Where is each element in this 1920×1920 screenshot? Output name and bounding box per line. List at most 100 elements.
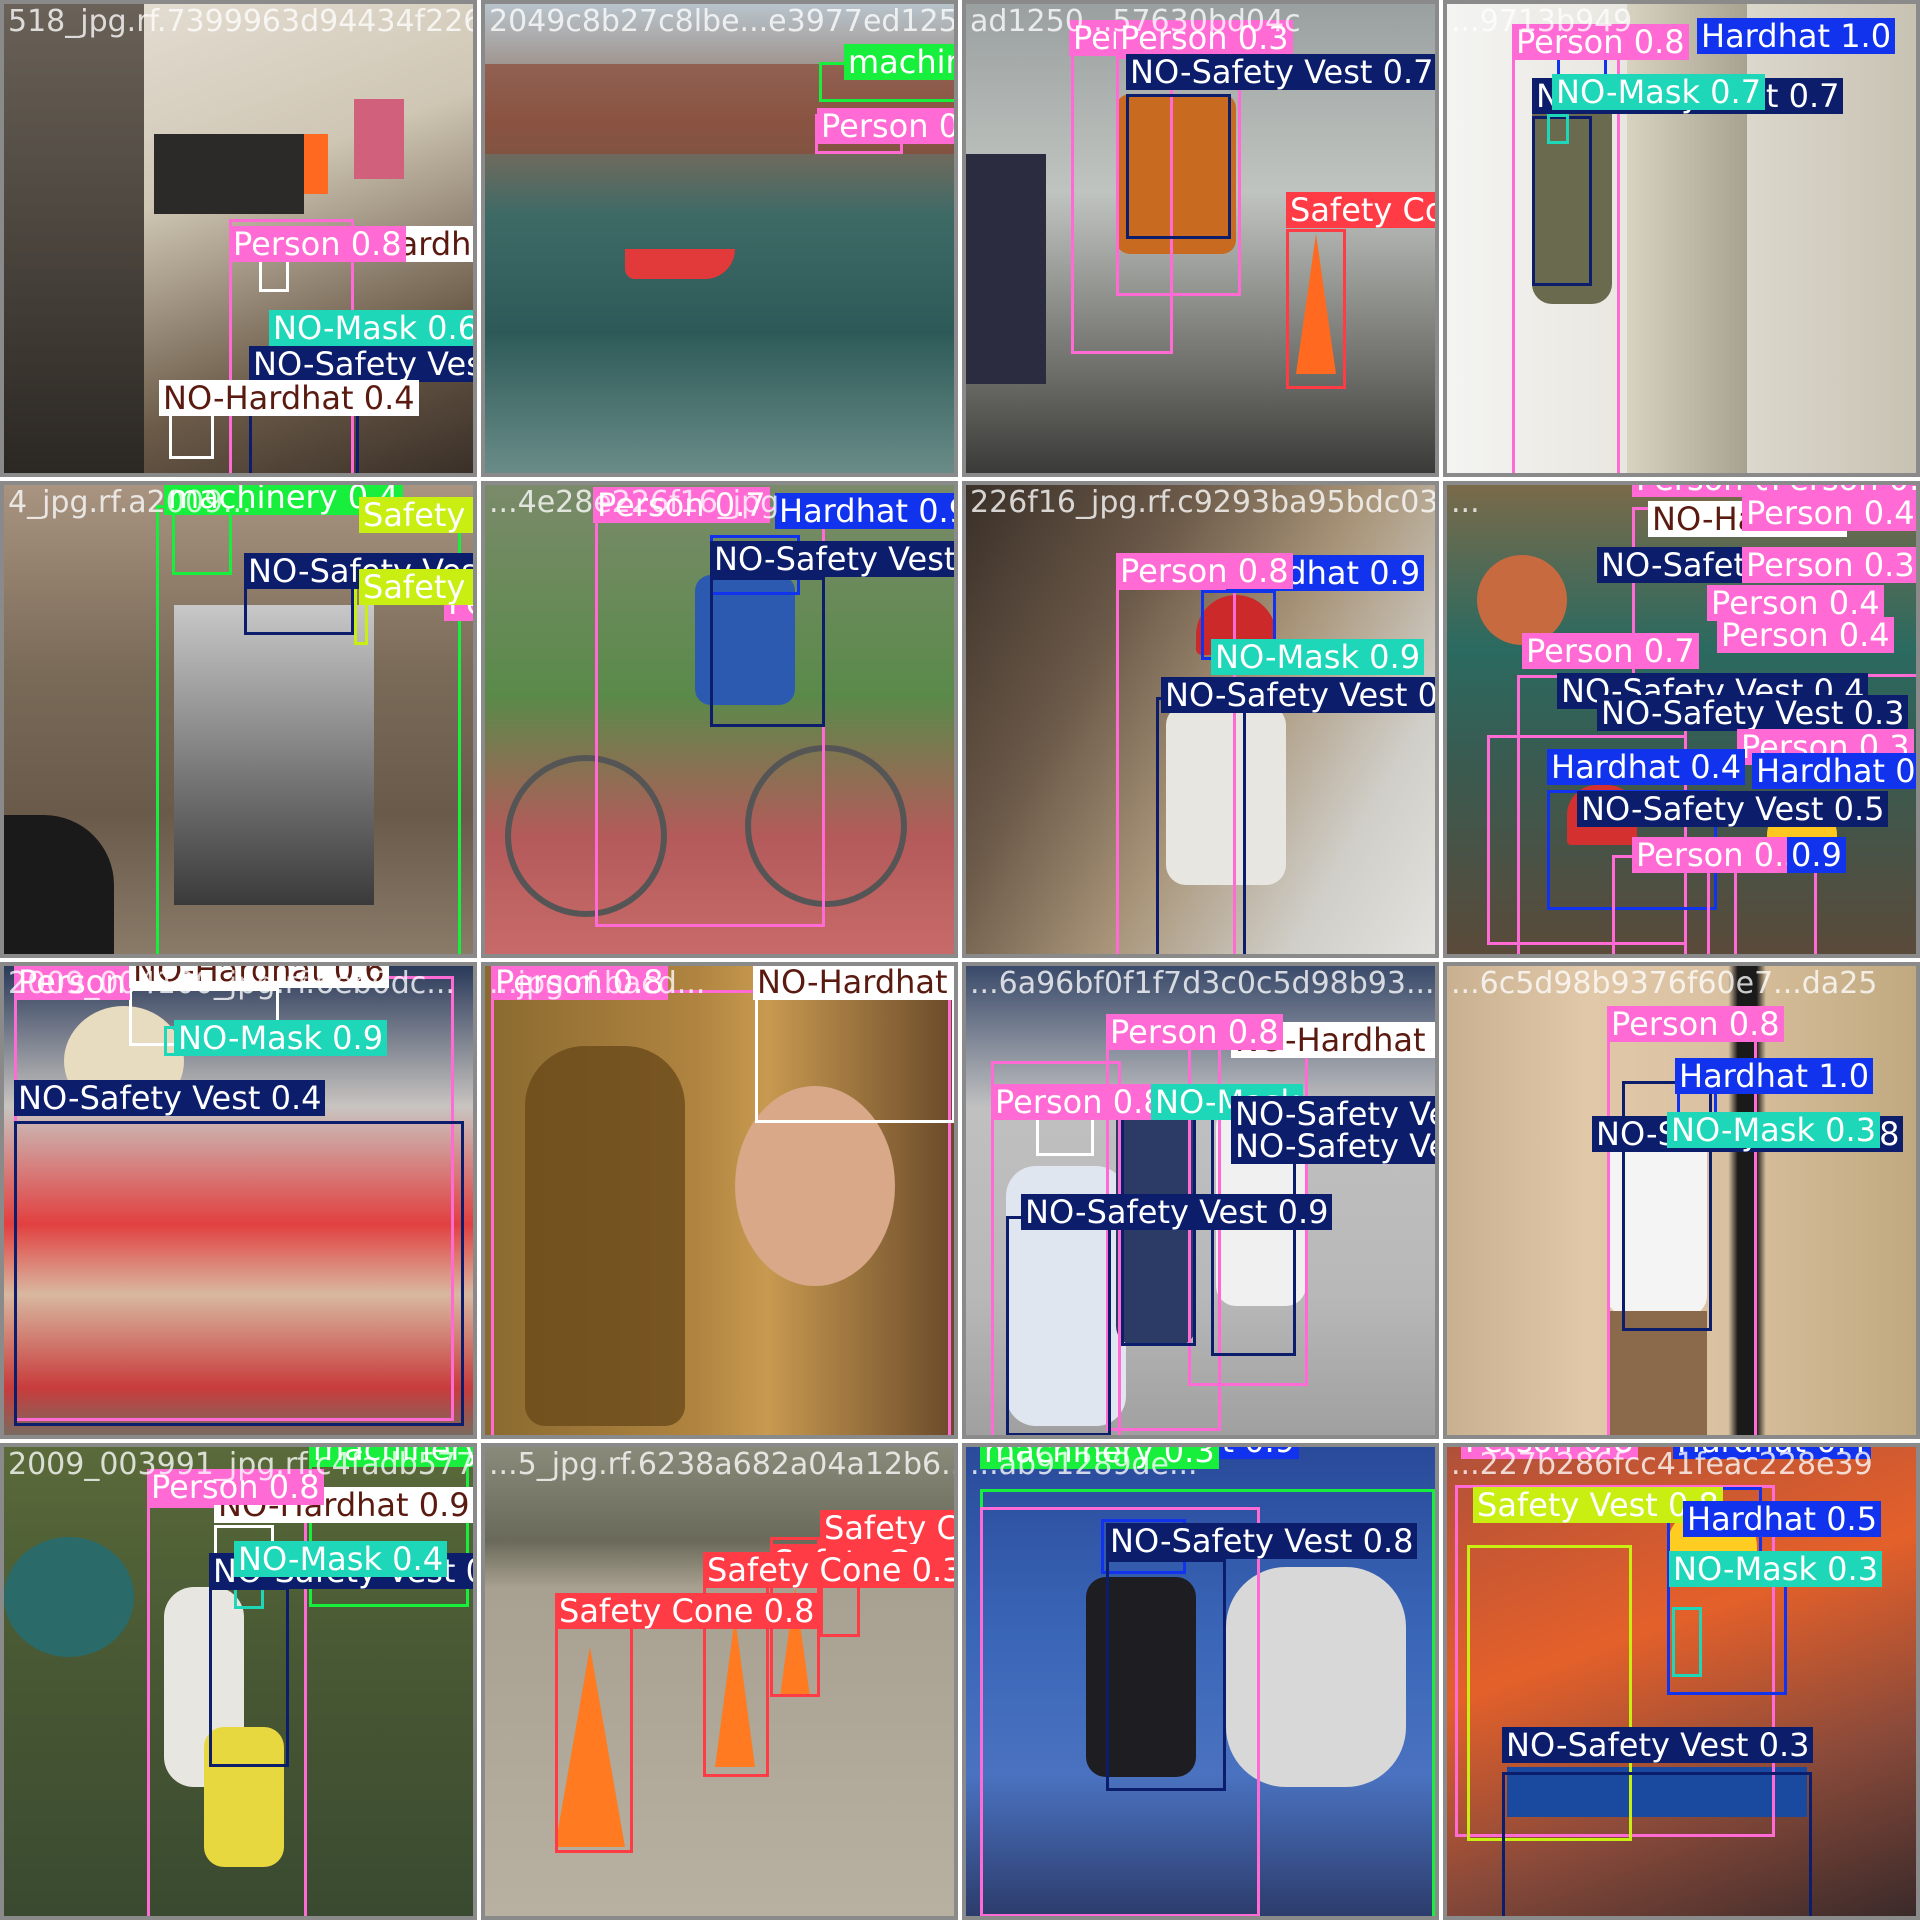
image-filename: ...ab91289de... — [970, 1447, 1198, 1482]
detection-box — [1126, 94, 1231, 239]
image-filename: 4_jpg.rf.a2009... — [8, 485, 252, 520]
detection-label: Person 0.8 — [1512, 24, 1689, 60]
detection-label: Hardhat 0.4 — [1673, 1447, 1872, 1459]
detection-label: Safety Vest 0.4 — [359, 569, 473, 605]
detection-box — [14, 1121, 464, 1426]
detection-label: Person 0.4 — [1717, 617, 1894, 653]
detection-label: NO-Safety Vest 0.6 — [710, 541, 954, 577]
detection-label: Person 0.8 — [1607, 1006, 1784, 1042]
detection-label: Person 0.8 — [1461, 1447, 1638, 1459]
image-tile: 226f16_jpg.rf.c9293ba95bdc038786ef976 Ha… — [962, 481, 1439, 958]
detection-label: NO-Mask 0.6 — [269, 310, 473, 346]
image-filename: 2009_004100_jpg.rf.6eb0dc... — [8, 966, 455, 1001]
detection-label: machinery 0.4 — [309, 1447, 473, 1467]
detection-box — [209, 1587, 289, 1767]
detection-box — [1467, 1545, 1632, 1841]
detection-label: NO-Mask 0.3 — [1667, 1112, 1881, 1148]
image-filename: ...227b286fcc41feac228e39 — [1451, 1447, 1873, 1482]
detection-label: NO-Safety Vest 0.8 — [1106, 1523, 1418, 1559]
detection-label: Safety Cone 0.3 — [703, 1552, 954, 1588]
detection-label: Person 0.8 — [1116, 553, 1293, 589]
detection-label: Hardhat 0.8 — [1752, 753, 1916, 789]
image-filename: ad1250...57630bd04c — [970, 4, 1301, 39]
detection-box — [1156, 697, 1246, 954]
detection-label: Safety Cone 0.6 — [820, 1510, 954, 1546]
detection-box — [710, 577, 825, 727]
detection-box — [1286, 229, 1346, 389]
detection-box — [1547, 114, 1569, 144]
detection-label: Person 0.7 — [1522, 633, 1699, 669]
scene-image — [485, 966, 954, 1435]
detection-label: Person 0.8 — [491, 966, 668, 1000]
detection-label: NO-Mask 0.7 — [1552, 74, 1766, 110]
detection-label: NO-Safety Vest 0.4 — [1231, 1128, 1435, 1164]
detection-label: Hardhat 1.0 — [1697, 18, 1896, 54]
image-tile: ... Person 0.3 Person 0.3 NO-Hardhat Per… — [1443, 481, 1920, 958]
detection-label: NO-Hardhat 0.8 — [753, 966, 954, 1000]
image-tile: 2049c8b27c8lbe...e3977ed1250 machinery 0… — [481, 0, 958, 477]
detection-label: NO-Safety Vest 0.6 — [1161, 677, 1435, 713]
detection-label: NO-Hardhat 0.6 — [129, 966, 389, 988]
detection-label: Person 0.8 — [229, 226, 406, 262]
detection-label: Person — [14, 966, 130, 1000]
image-filename: 226f16_jpg.rf.c9293ba95bdc038786ef976 — [970, 485, 1439, 520]
detection-label: NO-Mask 0.4 — [234, 1541, 448, 1577]
detection-label: Safety Vest 0.3 — [359, 497, 473, 533]
image-filename: 518_jpg.rf.7399963d94434f2269c80fe7c8be.… — [8, 4, 473, 39]
image-filename: ...jpg.rf.bacd... — [489, 966, 706, 1001]
image-filename: 2049c8b27c8lbe...e3977ed1250 — [489, 4, 958, 39]
image-filename: ...9713b949 — [1451, 4, 1633, 39]
image-tile: ...ab91289de... Hardhat 0.9 machinery 0.… — [962, 1443, 1439, 1920]
detection-label: machinery 0.3 — [980, 1447, 1219, 1469]
scene-image — [485, 4, 954, 473]
detection-label: Hardhat 1.0 — [1675, 1058, 1874, 1094]
detection-label: NO-Hardhat 0.4 — [159, 380, 419, 416]
detection-label: NO-Safety Vest 0.5 — [1231, 1096, 1435, 1132]
detection-label: NO-Safety Vest 0.5 — [1577, 791, 1889, 827]
image-tile: 2009_004100_jpg.rf.6eb0dc... Person NO-H… — [0, 962, 477, 1439]
detection-label: NO-Mask 0.9 — [1211, 639, 1425, 675]
image-filename: ...6a96bf0f1f7d3c0c5d98b93... — [970, 966, 1435, 1001]
image-tile: ...6c5d98b9376f60e7...da25 NO-Safety Ves… — [1443, 962, 1920, 1439]
detection-label: Hardhat 0.5 — [1683, 1501, 1882, 1537]
detection-label: 0.9 — [1787, 837, 1846, 873]
scene-image — [4, 1447, 473, 1916]
image-tile: 2009_003991_jpg.rf.c4fadb57752... machin… — [0, 1443, 477, 1920]
detection-label: Safety Cone 0.8 — [555, 1593, 819, 1629]
detection-label: Person 0.8 — [147, 1469, 324, 1505]
image-tile: ...6a96bf0f1f7d3c0c5d98b93... NO-Hardhat… — [962, 962, 1439, 1439]
image-tile: ...jpg.rf.bacd... Person 0.8 NO-Hardhat … — [481, 962, 958, 1439]
detection-label: NO-Mask 0.3 — [1669, 1551, 1883, 1587]
detection-label: Hardhat 0.9 — [775, 493, 954, 529]
detection-box — [1672, 1607, 1702, 1677]
detection-label: Safety Cone 0.6 — [1286, 192, 1435, 228]
detection-label: NO-Safety Vest 0.7 — [1126, 54, 1435, 90]
detection-label: Person 0.4 — [1742, 495, 1916, 531]
image-tile: 4_jpg.rf.a2009... machinery 0.4 Safety V… — [0, 481, 477, 958]
detection-label: Person 0.3 — [1116, 20, 1293, 56]
detection-label: Person 0.8 — [1106, 1014, 1283, 1050]
image-tile: ad1250...57630bd04c Person Person 0.3 NO… — [962, 0, 1439, 477]
detection-box — [991, 1061, 1121, 1435]
detection-label: Person 0.8 — [991, 1084, 1168, 1120]
detection-label: NO-Safety Vest 0.4 — [14, 1080, 326, 1116]
detection-label: Person 0.7 — [593, 487, 770, 523]
detection-label: Person 0.3 — [1742, 547, 1916, 583]
detection-box — [555, 1607, 633, 1853]
image-tile: ...4e28e226f16_jpg Hardhat 0.9 Person 0.… — [481, 481, 958, 958]
image-filename: 2009_003991_jpg.rf.c4fadb57752... — [8, 1447, 475, 1482]
image-tile: ...5_jpg.rf.6238a682a04a12b6... Safety C… — [481, 1443, 958, 1920]
detection-box — [980, 1507, 1260, 1916]
detection-box — [1455, 1485, 1775, 1837]
detection-box — [1502, 1772, 1812, 1916]
detection-box — [1106, 1559, 1226, 1791]
detection-label: NO-Safety Vest 0.3 — [1502, 1727, 1814, 1763]
detection-label: NO-Safety Vest 0.9 — [1021, 1194, 1333, 1230]
detection-label: Person 0.3 — [1767, 485, 1916, 497]
detection-box — [1622, 1081, 1712, 1331]
detection-label: Person 0.4 — [1707, 585, 1884, 621]
detection-label: NO-Safety Vest 0.8 — [249, 346, 473, 382]
image-filename: ...5_jpg.rf.6238a682a04a12b6... — [489, 1447, 958, 1482]
detection-box — [1006, 1216, 1111, 1435]
